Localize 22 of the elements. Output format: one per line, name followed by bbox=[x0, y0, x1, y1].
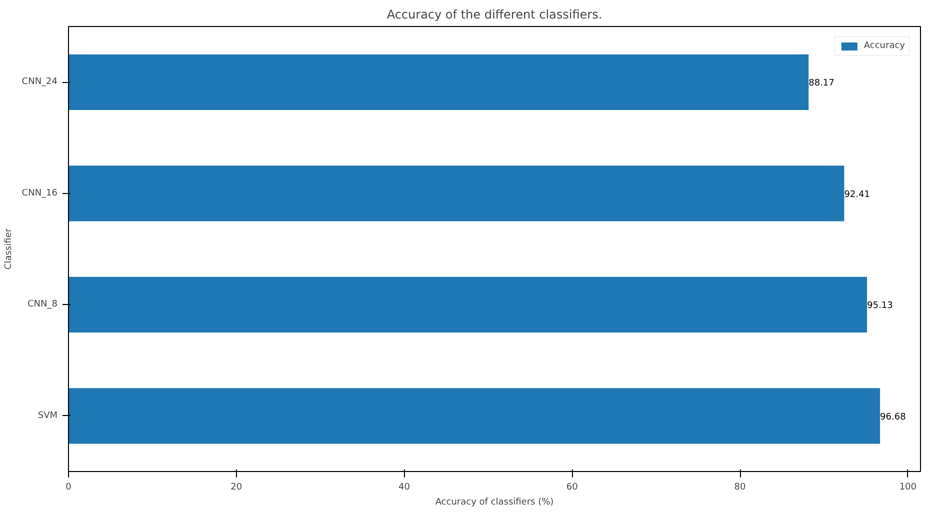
data-label: 88.17 bbox=[808, 78, 834, 89]
x-tick-label: 20 bbox=[230, 482, 242, 492]
x-tick-label: 0 bbox=[66, 482, 72, 492]
bar bbox=[68, 54, 809, 110]
x-tick-label: 80 bbox=[734, 482, 746, 492]
legend-label: Accuracy bbox=[864, 41, 905, 51]
x-axis-title: Accuracy of classifiers (%) bbox=[435, 498, 554, 508]
bar bbox=[68, 166, 844, 222]
chart-title: Accuracy of the different classifiers. bbox=[386, 8, 602, 22]
x-tick-label: 60 bbox=[566, 482, 578, 492]
data-label: 96.68 bbox=[880, 412, 906, 422]
y-axis-title: Classifier bbox=[4, 228, 14, 270]
bar bbox=[68, 276, 868, 332]
bar bbox=[68, 388, 880, 444]
data-label: 92.41 bbox=[844, 190, 870, 200]
x-tick-label: 40 bbox=[398, 482, 410, 492]
y-tick-label: SVM bbox=[38, 410, 58, 421]
x-tick-label: 100 bbox=[899, 482, 917, 492]
y-tick-label: CNN_24 bbox=[22, 77, 58, 88]
data-label: 95.13 bbox=[867, 301, 893, 312]
y-tick-label: CNN_16 bbox=[22, 188, 58, 198]
y-tick-label: CNN_8 bbox=[28, 300, 58, 310]
